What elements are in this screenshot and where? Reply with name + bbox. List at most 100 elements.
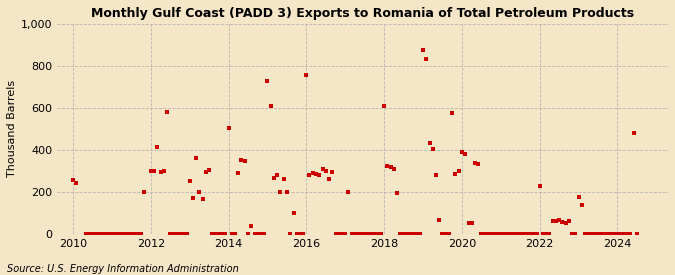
Point	[495, 232, 506, 236]
Point	[165, 232, 176, 236]
Point	[301, 73, 312, 78]
Point	[265, 104, 276, 108]
Point	[269, 176, 279, 180]
Point	[200, 170, 211, 174]
Point	[602, 232, 613, 236]
Point	[139, 190, 150, 194]
Point	[207, 232, 217, 236]
Point	[414, 232, 425, 236]
Point	[443, 232, 454, 236]
Point	[217, 232, 227, 236]
Point	[615, 232, 626, 236]
Point	[90, 232, 101, 236]
Point	[505, 232, 516, 236]
Point	[609, 232, 620, 236]
Title: Monthly Gulf Coast (PADD 3) Exports to Romania of Total Petroleum Products: Monthly Gulf Coast (PADD 3) Exports to R…	[91, 7, 634, 20]
Point	[197, 197, 208, 202]
Point	[252, 232, 263, 236]
Point	[162, 110, 173, 114]
Point	[343, 190, 354, 194]
Point	[275, 190, 286, 194]
Point	[528, 232, 539, 236]
Point	[437, 232, 448, 236]
Point	[551, 219, 562, 224]
Point	[240, 159, 250, 164]
Point	[94, 232, 105, 236]
Point	[421, 56, 431, 61]
Point	[278, 177, 289, 182]
Point	[285, 232, 296, 236]
Point	[395, 232, 406, 236]
Point	[454, 169, 464, 173]
Point	[155, 170, 166, 174]
Point	[580, 232, 591, 236]
Point	[398, 232, 409, 236]
Point	[158, 169, 169, 173]
Point	[288, 211, 299, 215]
Point	[204, 168, 215, 172]
Point	[544, 232, 555, 236]
Point	[181, 232, 192, 236]
Point	[259, 232, 270, 236]
Point	[456, 150, 467, 154]
Point	[308, 171, 319, 175]
Point	[317, 167, 328, 171]
Point	[463, 221, 474, 226]
Point	[541, 232, 551, 236]
Point	[230, 232, 240, 236]
Point	[524, 232, 535, 236]
Point	[476, 232, 487, 236]
Point	[366, 232, 377, 236]
Point	[593, 232, 603, 236]
Point	[447, 111, 458, 116]
Point	[628, 131, 639, 135]
Point	[583, 232, 594, 236]
Point	[408, 232, 418, 236]
Point	[632, 232, 643, 236]
Point	[226, 232, 237, 236]
Point	[126, 232, 137, 236]
Point	[291, 232, 302, 236]
Point	[330, 232, 341, 236]
Point	[148, 169, 159, 173]
Point	[223, 126, 234, 130]
Point	[184, 179, 195, 184]
Point	[281, 190, 292, 194]
Point	[321, 169, 331, 173]
Point	[129, 232, 140, 236]
Point	[392, 191, 402, 195]
Point	[469, 160, 480, 165]
Point	[427, 147, 438, 151]
Point	[570, 232, 581, 236]
Point	[605, 232, 616, 236]
Point	[385, 164, 396, 169]
Point	[625, 232, 636, 236]
Point	[499, 232, 510, 236]
Point	[249, 232, 260, 236]
Point	[171, 232, 182, 236]
Point	[132, 232, 143, 236]
Point	[178, 232, 188, 236]
Point	[350, 232, 360, 236]
Point	[586, 232, 597, 236]
Point	[382, 163, 393, 168]
Point	[369, 232, 380, 236]
Point	[353, 232, 364, 236]
Point	[431, 173, 441, 177]
Point	[255, 232, 266, 236]
Point	[136, 232, 146, 236]
Point	[236, 158, 247, 163]
Point	[323, 177, 334, 182]
Point	[152, 145, 163, 149]
Point	[535, 183, 545, 188]
Point	[123, 232, 134, 236]
Point	[304, 173, 315, 177]
Point	[168, 232, 179, 236]
Point	[372, 232, 383, 236]
Point	[298, 232, 308, 236]
Point	[68, 178, 78, 183]
Point	[473, 161, 484, 166]
Point	[376, 232, 387, 236]
Point	[346, 232, 357, 236]
Point	[557, 220, 568, 225]
